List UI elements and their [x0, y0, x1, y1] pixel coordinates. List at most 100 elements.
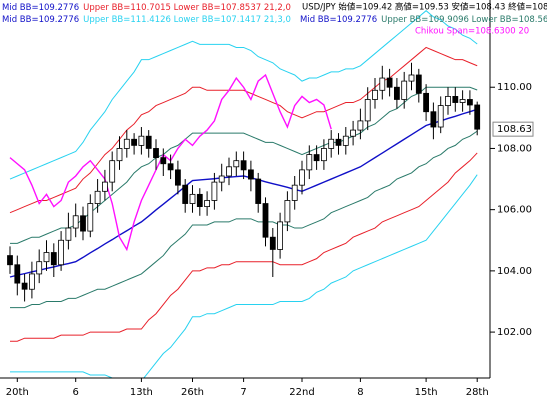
- candle-body: [123, 138, 130, 149]
- x-tick-label: 28th: [466, 387, 489, 398]
- candle-body: [299, 169, 305, 186]
- x-tick-label: 15th: [415, 387, 438, 398]
- candle-body: [72, 215, 79, 229]
- candle-body: [50, 252, 57, 266]
- y-tick-label: 108.00: [497, 143, 532, 154]
- candle-body: [160, 157, 167, 165]
- candle-body: [262, 203, 269, 238]
- candle-body: [102, 181, 108, 192]
- candle-body: [247, 169, 254, 180]
- candle-body: [174, 169, 181, 186]
- candle-body: [284, 200, 291, 223]
- candle-body: [393, 86, 400, 100]
- ohlc-legend: USD/JPY 始値=109.42 高値=109.53 安値=108.43 終値…: [302, 2, 547, 13]
- candle-body: [430, 111, 437, 128]
- candle-body: [357, 120, 364, 131]
- candle-body: [226, 166, 232, 177]
- current-price-label: 108.63: [497, 124, 532, 135]
- legend-bands: Upper BB=111.4126 Lower BB=107.1417 21,3…: [83, 15, 291, 25]
- candle-body: [335, 138, 342, 146]
- candle-body: [415, 74, 422, 94]
- x-tick-label: 26th: [181, 387, 204, 398]
- candle-body: [459, 99, 466, 103]
- legend-mid: Mid BB=109.2776: [2, 15, 79, 25]
- y-tick-label: 102.00: [497, 327, 532, 338]
- candle-body: [277, 221, 284, 250]
- candle-body: [452, 96, 459, 103]
- y-tick-label: 110.00: [497, 82, 532, 93]
- candle-body: [350, 129, 357, 137]
- legend-mid: Mid BB=109.2776: [2, 3, 79, 13]
- band-line: [10, 174, 478, 378]
- candle-body: [342, 135, 349, 146]
- candle-body: [109, 160, 116, 183]
- candle-body: [320, 148, 327, 162]
- candle-body: [153, 148, 159, 159]
- candle-body: [138, 135, 145, 146]
- candle-body: [189, 193, 196, 204]
- legend-bands: Upper BB=110.7015 Lower BB=107.8537 21,2…: [83, 3, 291, 13]
- candle-body: [474, 104, 481, 130]
- legend-mid: Mid BB=109.2776: [300, 15, 377, 25]
- candle-body: [372, 89, 378, 100]
- candle-body: [401, 80, 408, 100]
- candle-body: [116, 148, 123, 162]
- plot-area: [7, 10, 481, 378]
- candle-body: [80, 215, 86, 232]
- candle-body: [196, 193, 203, 207]
- candle-body: [437, 105, 444, 128]
- candle-body: [233, 160, 240, 168]
- header: Mid BB=109.2776 Upper BB=110.7015 Lower B…: [2, 2, 547, 37]
- x-tick-label: 6: [73, 387, 79, 398]
- candle-body: [58, 239, 64, 266]
- candle-body: [364, 99, 371, 122]
- chikou-legend: Chikou Span=108.6300 20: [415, 27, 529, 37]
- legend-bands: Upper BB=109.9096 Lower BB=108.5657 21,1…: [381, 15, 547, 25]
- candle-body: [240, 160, 247, 171]
- candle-body: [7, 255, 13, 266]
- candle-body: [408, 74, 415, 82]
- band-line: [9, 10, 478, 180]
- current-price-box: [492, 121, 534, 137]
- band-line: [9, 46, 478, 214]
- candle-body: [386, 77, 393, 88]
- candle-body: [21, 282, 28, 290]
- candle-body: [167, 163, 174, 171]
- candle-body: [445, 96, 451, 106]
- candle-body: [291, 184, 298, 201]
- x-tick-label: 22nd: [289, 387, 314, 398]
- indicator-legend: Mid BB=109.2776 Upper BB=110.7015 Lower B…: [2, 3, 291, 13]
- x-tick-label: 8: [357, 387, 363, 398]
- y-tick-label: 106.00: [497, 205, 532, 216]
- candle-body: [313, 154, 320, 162]
- candle-body: [43, 252, 50, 263]
- candle-body: [423, 92, 430, 113]
- candle-body: [28, 273, 35, 290]
- candle-body: [269, 236, 276, 250]
- candle-body: [65, 227, 72, 241]
- indicator-legend: Mid BB=109.2776 Upper BB=109.9096 Lower B…: [300, 15, 547, 25]
- candle-body: [328, 138, 335, 149]
- candle-body: [379, 77, 386, 91]
- y-tick-label: 104.00: [497, 266, 532, 277]
- candle-body: [36, 261, 43, 275]
- candle-body: [255, 178, 262, 204]
- candle-body: [94, 190, 101, 204]
- candle-body: [131, 138, 138, 146]
- indicator-legend: Mid BB=109.2776 Upper BB=111.4126 Lower B…: [2, 15, 291, 25]
- x-tick-label: 13th: [130, 387, 153, 398]
- x-tick-label: 7: [240, 387, 246, 398]
- candle-body: [145, 135, 152, 149]
- band-line: [10, 152, 478, 342]
- candle-body: [182, 184, 189, 204]
- band-line: [10, 130, 478, 309]
- candle-body: [87, 203, 94, 232]
- candle-body: [14, 264, 21, 284]
- candle-body: [218, 175, 225, 183]
- axes: 102.00 104.00 106.00 108.00 110.00 108.63 20th…: [6, 82, 534, 398]
- candle-body: [466, 99, 473, 106]
- candle-body: [306, 154, 313, 171]
- candle-body: [204, 200, 211, 207]
